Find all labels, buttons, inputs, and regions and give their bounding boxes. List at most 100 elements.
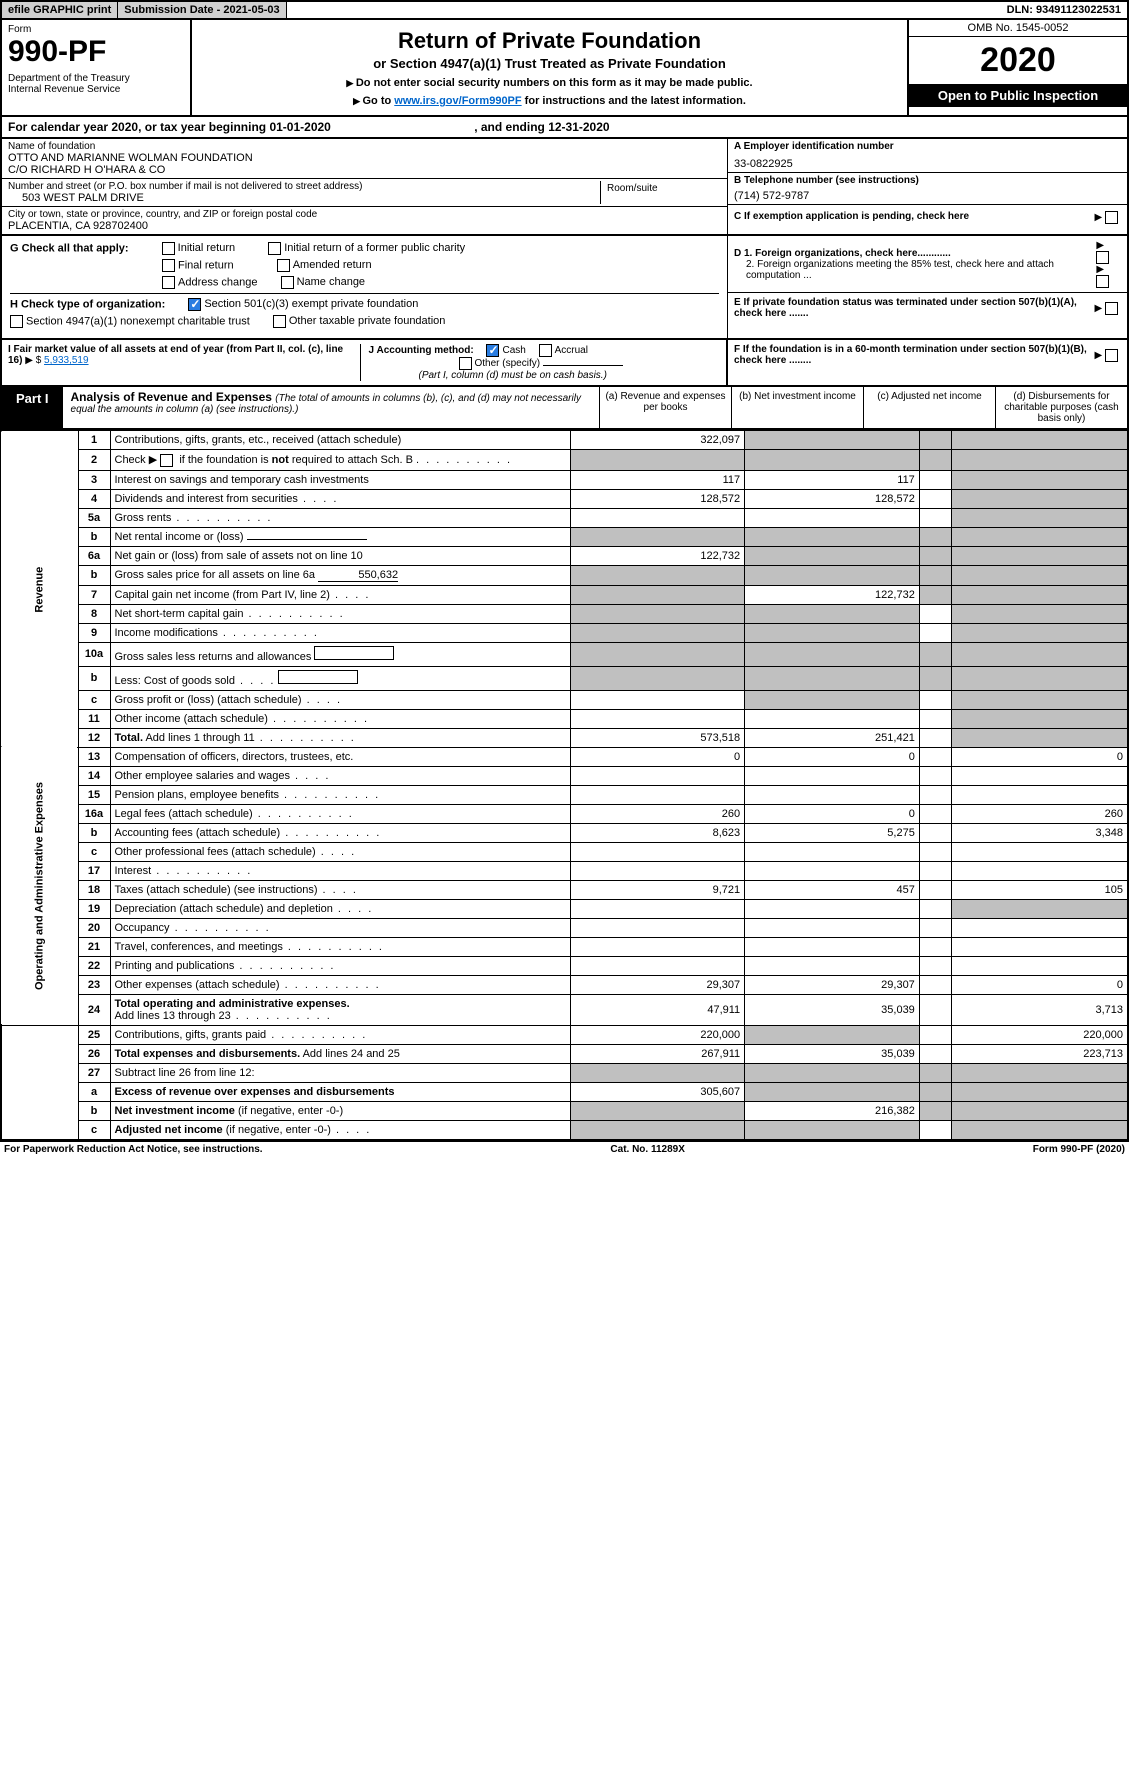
check-final[interactable] bbox=[162, 259, 175, 272]
form-subtitle: or Section 4947(a)(1) Trust Treated as P… bbox=[202, 56, 897, 71]
c-row: C If exemption application is pending, c… bbox=[728, 205, 1127, 228]
ij-block: I Fair market value of all assets at end… bbox=[0, 340, 1129, 387]
col-d: (d) Disbursements for charitable purpose… bbox=[995, 387, 1127, 428]
check-addr[interactable] bbox=[162, 276, 175, 289]
table-row: 19Depreciation (attach schedule) and dep… bbox=[1, 899, 1128, 918]
submission-date: Submission Date - 2021-05-03 bbox=[118, 2, 286, 18]
table-row: bGross sales price for all assets on lin… bbox=[1, 565, 1128, 585]
table-row: 4Dividends and interest from securities … bbox=[1, 489, 1128, 508]
table-row: 25Contributions, gifts, grants paid 220,… bbox=[1, 1025, 1128, 1044]
header-center: Return of Private Foundation or Section … bbox=[192, 20, 907, 115]
ein-row: A Employer identification number 33-0822… bbox=[728, 139, 1127, 173]
dept1: Department of the Treasury bbox=[8, 73, 184, 84]
calendar-year: For calendar year 2020, or tax year begi… bbox=[0, 117, 1129, 139]
table-row: 10aGross sales less returns and allowanc… bbox=[1, 642, 1128, 666]
table-row: 17Interest bbox=[1, 861, 1128, 880]
table-row: 16aLegal fees (attach schedule) 2600260 bbox=[1, 804, 1128, 823]
table-row: 18Taxes (attach schedule) (see instructi… bbox=[1, 880, 1128, 899]
main-table: Revenue 1Contributions, gifts, grants, e… bbox=[0, 430, 1129, 1141]
table-row: 7Capital gain net income (from Part IV, … bbox=[1, 585, 1128, 604]
check-other-tax[interactable] bbox=[273, 315, 286, 328]
table-row: 20Occupancy bbox=[1, 918, 1128, 937]
table-row: bNet rental income or (loss) bbox=[1, 527, 1128, 546]
header-right: OMB No. 1545-0052 2020 Open to Public In… bbox=[907, 20, 1127, 115]
check-other-acct[interactable] bbox=[459, 357, 472, 370]
col-a: (a) Revenue and expenses per books bbox=[599, 387, 731, 428]
info-left: Name of foundation OTTO AND MARIANNE WOL… bbox=[2, 139, 727, 234]
note2: Go to www.irs.gov/Form990PF for instruct… bbox=[202, 95, 897, 107]
omb: OMB No. 1545-0052 bbox=[909, 20, 1127, 37]
table-row: bAccounting fees (attach schedule) 8,623… bbox=[1, 823, 1128, 842]
col-b: (b) Net investment income bbox=[731, 387, 863, 428]
table-row: 23Other expenses (attach schedule) 29,30… bbox=[1, 975, 1128, 994]
side-revenue: Revenue bbox=[1, 431, 78, 748]
part1-header: Part I Analysis of Revenue and Expenses … bbox=[0, 387, 1129, 430]
table-row: 9Income modifications bbox=[1, 623, 1128, 642]
efile-button[interactable]: efile GRAPHIC print bbox=[2, 2, 118, 18]
table-row: 12Total. Add lines 1 through 11 573,5182… bbox=[1, 728, 1128, 747]
table-row: Operating and Administrative Expenses 13… bbox=[1, 747, 1128, 766]
form-number: 990-PF bbox=[8, 35, 184, 69]
table-row: 21Travel, conferences, and meetings bbox=[1, 937, 1128, 956]
check-c[interactable] bbox=[1105, 211, 1118, 224]
check-d1[interactable] bbox=[1096, 251, 1109, 264]
table-row: Revenue 1Contributions, gifts, grants, e… bbox=[1, 431, 1128, 450]
table-row: 27Subtract line 26 from line 12: bbox=[1, 1063, 1128, 1082]
tax-year: 2020 bbox=[909, 37, 1127, 84]
top-bar: efile GRAPHIC print Submission Date - 20… bbox=[0, 0, 1129, 20]
city-row: City or town, state or province, country… bbox=[2, 207, 727, 234]
part1-label: Part I bbox=[2, 387, 63, 428]
col-c: (c) Adjusted net income bbox=[863, 387, 995, 428]
check-amended[interactable] bbox=[277, 259, 290, 272]
check-e[interactable] bbox=[1105, 302, 1118, 315]
f-block: F If the foundation is in a 60-month ter… bbox=[727, 340, 1127, 385]
e-row: E If private foundation status was termi… bbox=[728, 293, 1127, 323]
check-schB[interactable] bbox=[160, 454, 173, 467]
header-left: Form 990-PF Department of the Treasury I… bbox=[2, 20, 192, 115]
open-public: Open to Public Inspection bbox=[909, 84, 1127, 107]
form-link[interactable]: www.irs.gov/Form990PF bbox=[394, 95, 521, 107]
checks-block: G Check all that apply: Initial return I… bbox=[0, 236, 1129, 340]
form-label: Form bbox=[8, 24, 184, 35]
table-row: 11Other income (attach schedule) bbox=[1, 709, 1128, 728]
table-row: cAdjusted net income (if negative, enter… bbox=[1, 1120, 1128, 1140]
table-row: bNet investment income (if negative, ent… bbox=[1, 1101, 1128, 1120]
dept2: Internal Revenue Service bbox=[8, 84, 184, 95]
ij-left: I Fair market value of all assets at end… bbox=[2, 340, 727, 385]
i-block: I Fair market value of all assets at end… bbox=[8, 344, 360, 381]
checks-right: D 1. Foreign organizations, check here..… bbox=[727, 236, 1127, 338]
footer-right: Form 990-PF (2020) bbox=[1033, 1144, 1125, 1155]
table-row: 15Pension plans, employee benefits bbox=[1, 785, 1128, 804]
d1-row: D 1. Foreign organizations, check here..… bbox=[728, 236, 1127, 293]
footer: For Paperwork Reduction Act Notice, see … bbox=[0, 1141, 1129, 1157]
h-row: H Check type of organization: Section 50… bbox=[10, 293, 719, 311]
table-row: 22Printing and publications bbox=[1, 956, 1128, 975]
table-row: cGross profit or (loss) (attach schedule… bbox=[1, 690, 1128, 709]
fmv-link[interactable]: 5,933,519 bbox=[44, 355, 89, 366]
check-4947[interactable] bbox=[10, 315, 23, 328]
info-right: A Employer identification number 33-0822… bbox=[727, 139, 1127, 234]
table-row: cOther professional fees (attach schedul… bbox=[1, 842, 1128, 861]
check-initial[interactable] bbox=[162, 242, 175, 255]
form-title: Return of Private Foundation bbox=[202, 28, 897, 54]
address-row: Number and street (or P.O. box number if… bbox=[2, 179, 727, 207]
check-cash[interactable] bbox=[486, 344, 499, 357]
table-row: 26Total expenses and disbursements. Add … bbox=[1, 1044, 1128, 1063]
table-row: aExcess of revenue over expenses and dis… bbox=[1, 1082, 1128, 1101]
table-row: 14Other employee salaries and wages bbox=[1, 766, 1128, 785]
info-block: Name of foundation OTTO AND MARIANNE WOL… bbox=[0, 139, 1129, 236]
table-row: 5aGross rents bbox=[1, 508, 1128, 527]
checks-left: G Check all that apply: Initial return I… bbox=[2, 236, 727, 338]
check-f[interactable] bbox=[1105, 349, 1118, 362]
form-header: Form 990-PF Department of the Treasury I… bbox=[0, 20, 1129, 117]
check-d2[interactable] bbox=[1096, 275, 1109, 288]
check-accrual[interactable] bbox=[539, 344, 552, 357]
table-row: bLess: Cost of goods sold bbox=[1, 666, 1128, 690]
table-row: 24Total operating and administrative exp… bbox=[1, 994, 1128, 1025]
check-501c3[interactable] bbox=[188, 298, 201, 311]
note1: Do not enter social security numbers on … bbox=[202, 77, 897, 89]
table-row: 3Interest on savings and temporary cash … bbox=[1, 470, 1128, 489]
check-initial-former[interactable] bbox=[268, 242, 281, 255]
dln: DLN: 93491123022531 bbox=[1001, 2, 1127, 18]
check-name[interactable] bbox=[281, 276, 294, 289]
